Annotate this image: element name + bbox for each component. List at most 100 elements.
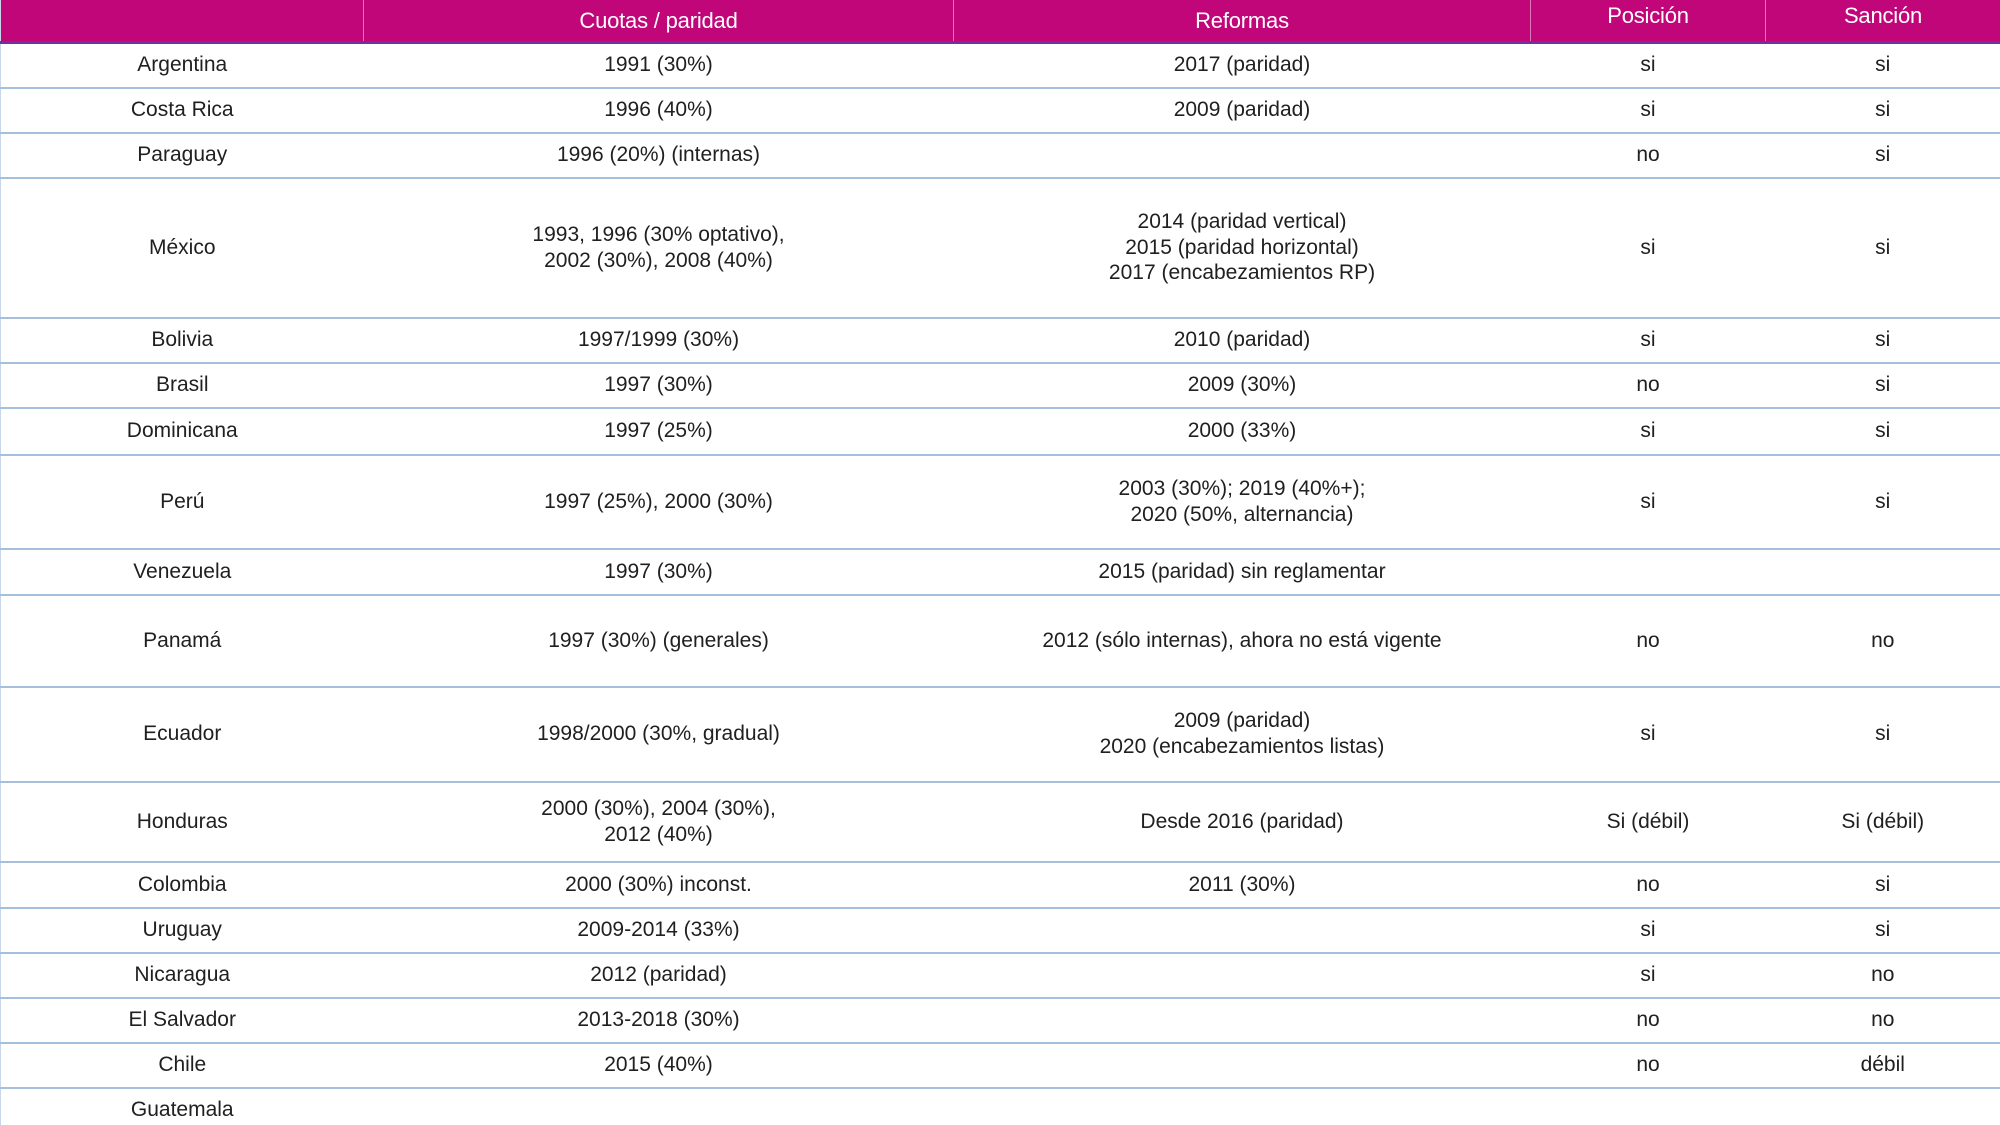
cuotas-cell: 1996 (20%) (internas) (363, 131, 954, 178)
table-header: Cuotas / paridad Reformas Posición Sanci… (0, 0, 2000, 44)
posicion-cell: no (1530, 361, 1766, 408)
country-cell: Nicaragua (0, 951, 364, 998)
posicion-cell: no (1530, 131, 1766, 178)
reformas-cell: 2014 (paridad vertical) 2015 (paridad ho… (953, 176, 1531, 318)
reformas-cell (953, 996, 1531, 1043)
country-cell: Venezuela (0, 547, 364, 595)
sancion-cell: si (1875, 53, 1891, 77)
sancion-cell: si (1765, 685, 2000, 782)
cuotas-cell (363, 1086, 954, 1125)
cuotas-cell: 1991 (30%) (604, 53, 713, 77)
table-row: Venezuela 1997 (30%) 2015 (paridad) sin re… (0, 547, 2000, 595)
country-cell: Honduras (0, 780, 364, 862)
table-row: Honduras 2000 (30%), 2004 (30%), 2012 (40… (0, 780, 2000, 862)
posicion-cell: si (1530, 453, 1766, 549)
sancion-cell: no (1765, 996, 2000, 1043)
cuotas-cell: 2015 (40%) (363, 1041, 954, 1088)
cuotas-cell: 1997/1999 (30%) (363, 316, 954, 363)
cuotas-cell: 1998/2000 (30%, gradual) (363, 685, 954, 782)
cuotas-cell: 2012 (paridad) (363, 951, 954, 998)
posicion-cell: si (1530, 316, 1766, 363)
table-row: Bolivia 1997/1999 (30%) 2010 (paridad) si si (0, 316, 2000, 363)
table-row: Paraguay 1996 (20%) (internas) no si (0, 131, 2000, 178)
sancion-cell (1765, 1086, 2000, 1125)
col-header-country (0, 0, 364, 44)
table-body: Argentina 1991 (30%) 2017 (paridad) si si Cos… (0, 43, 2000, 1125)
col-header-posicion: Posición (1530, 0, 1766, 44)
table-row: Ecuador 1998/2000 (30%, gradual) 2009 (par… (0, 685, 2000, 782)
posicion-cell: si (1530, 86, 1766, 133)
reformas-cell (953, 131, 1531, 178)
cuotas-cell: 1997 (30%) (363, 361, 954, 408)
country-cell: Guatemala (0, 1086, 364, 1125)
cuotas-cell: 1997 (25%), 2000 (30%) (363, 453, 954, 549)
reformas-cell: 2011 (30%) (953, 860, 1531, 908)
header-row: Cuotas / paridad Reformas Posición Sanci… (0, 0, 2000, 44)
cuotas-cell: 2000 (30%) inconst. (363, 860, 954, 908)
country-cell: Paraguay (0, 131, 364, 178)
sancion-cell: si (1765, 453, 2000, 549)
col-header-sancion: Sanción (1765, 0, 2000, 44)
cuotas-cell: 1996 (40%) (363, 86, 954, 133)
sancion-cell: no (1765, 593, 2000, 687)
sancion-cell: si (1765, 860, 2000, 908)
sancion-cell: si (1765, 361, 2000, 408)
table-row: Panamá 1997 (30%) (generales) 2012 (sólo i… (0, 593, 2000, 687)
cuotas-cell: 2013-2018 (30%) (363, 996, 954, 1043)
country-cell: Panamá (0, 593, 364, 687)
posicion-cell: Si (débil) (1530, 780, 1766, 862)
sancion-cell: no (1765, 951, 2000, 998)
posicion-cell: no (1530, 860, 1766, 908)
posicion-cell: si (1530, 951, 1766, 998)
sancion-cell: si (1765, 406, 2000, 455)
posicion-cell: si (1530, 906, 1766, 953)
country-cell: Bolivia (0, 316, 364, 363)
posicion-cell: si (1530, 176, 1766, 318)
sancion-cell: Si (débil) (1765, 780, 2000, 862)
cuotas-cell: 2009-2014 (33%) (363, 906, 954, 953)
posicion-cell: no (1530, 1041, 1766, 1088)
country-cell: Ecuador (0, 685, 364, 782)
table-row: Argentina 1991 (30%) 2017 (paridad) si si (1, 43, 2000, 88)
country-cell: Uruguay (0, 906, 364, 953)
table-row: Guatemala (0, 1086, 2000, 1125)
reformas-cell: 2012 (sólo internas), ahora no está vige… (953, 593, 1531, 687)
posicion-cell: si (1640, 53, 1656, 77)
sancion-cell: débil (1765, 1041, 2000, 1088)
cuotas-cell: 1997 (30%) (generales) (363, 593, 954, 687)
cuotas-cell: 1993, 1996 (30% optativo), 2002 (30%), 2… (363, 176, 954, 318)
reformas-cell: 2015 (paridad) sin reglamentar (953, 547, 1531, 595)
country-cell: Costa Rica (0, 86, 364, 133)
country-cell: México (0, 176, 364, 318)
table-row: Perú 1997 (25%), 2000 (30%) 2003 (30%); 20… (0, 453, 2000, 549)
table-row: Dominicana 1997 (25%) 2000 (33%) si si (0, 406, 2000, 455)
reformas-cell (953, 906, 1531, 953)
posicion-cell: si (1530, 685, 1766, 782)
reformas-cell: 2009 (paridad) 2020 (encabezamientos lis… (953, 685, 1531, 782)
reformas-cell (953, 1086, 1531, 1125)
reformas-cell: 2009 (paridad) (953, 86, 1531, 133)
reformas-cell: 2000 (33%) (953, 406, 1531, 455)
table-row: El Salvador 2013-2018 (30%) no no (0, 996, 2000, 1043)
posicion-cell (1530, 1086, 1766, 1125)
cuotas-cell: 1997 (30%) (363, 547, 954, 595)
table-row: Costa Rica 1996 (40%) 2009 (paridad) si si (0, 86, 2000, 133)
sancion-cell: si (1765, 176, 2000, 318)
sancion-cell: si (1765, 316, 2000, 363)
table-row: Brasil 1997 (30%) 2009 (30%) no si (0, 361, 2000, 408)
posicion-cell: si (1530, 406, 1766, 455)
country-cell: Perú (0, 453, 364, 549)
reformas-cell: Desde 2016 (paridad) (953, 780, 1531, 862)
col-header-cuotas: Cuotas / paridad (363, 0, 954, 44)
sancion-cell: si (1765, 906, 2000, 953)
table-row: México 1993, 1996 (30% optativo), 2002 (3… (0, 176, 2000, 318)
country-cell: El Salvador (0, 996, 364, 1043)
sancion-cell: si (1765, 86, 2000, 133)
country-cell: Brasil (0, 361, 364, 408)
table-row: Chile 2015 (40%) no débil (0, 1041, 2000, 1088)
cuotas-cell: 2000 (30%), 2004 (30%), 2012 (40%) (363, 780, 954, 862)
table-row: Uruguay 2009-2014 (33%) si si (0, 906, 2000, 953)
col-header-reformas: Reformas (953, 0, 1531, 44)
